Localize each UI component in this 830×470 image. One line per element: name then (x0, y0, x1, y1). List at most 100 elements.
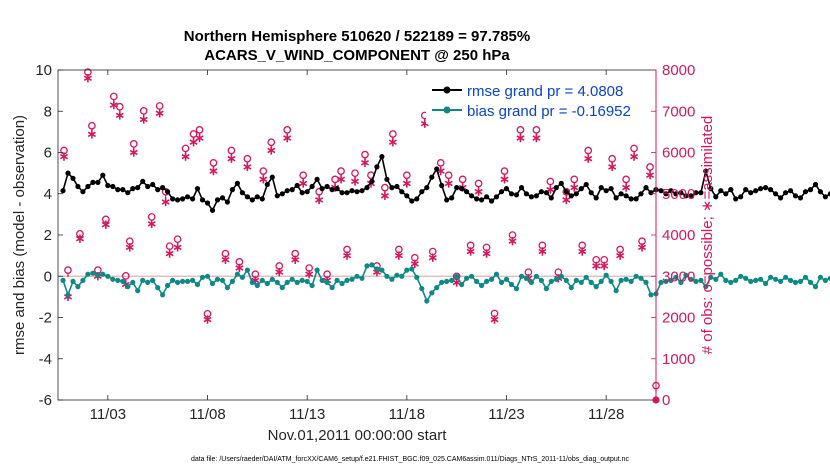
bias-data-point (633, 273, 639, 279)
bias-data-point (259, 277, 265, 283)
bias-data-point (663, 278, 669, 284)
bias-data-point (140, 277, 146, 283)
assimilated-obs-marker-stroke (394, 252, 403, 259)
y-tick-label: -2 (39, 310, 52, 327)
rmse-data-point (349, 188, 355, 194)
y-tick-label: 0 (44, 268, 52, 285)
assimilated-obs-marker (75, 234, 84, 243)
rmse-data-point (812, 181, 819, 188)
rmse-data-point (394, 183, 400, 190)
x-tick-label: 11/23 (488, 406, 524, 423)
assimilated-obs-marker-stroke (490, 316, 499, 323)
assimilated-obs-marker (645, 170, 655, 180)
legend-bias-marker (443, 106, 451, 114)
x-tick-label: 11/03 (90, 406, 126, 423)
rmse-data-point (214, 197, 221, 203)
bias-data-point (718, 271, 724, 277)
assimilated-obs-marker-stroke (139, 116, 148, 123)
assimilated-obs-marker (410, 259, 419, 269)
assimilated-obs-marker-stroke (173, 244, 182, 251)
assimilated-obs-marker (291, 255, 300, 264)
rmse-data-point (274, 193, 280, 199)
bias-data-point (713, 276, 719, 282)
possible-obs-marker (121, 272, 130, 280)
assimilated-obs-marker-stroke (221, 256, 230, 263)
axes: 10 8 6 4 2 0 -2 -4 -6 8000 7000 6000 5000 4000 3000 200… (35, 62, 695, 423)
assimilated-obs-marker (267, 146, 276, 155)
bias-data-point (65, 292, 71, 298)
bias-data-point (204, 273, 211, 279)
rmse-data-point (95, 179, 101, 185)
assimilated-obs-marker (516, 133, 525, 143)
rmse-data-point (194, 186, 201, 192)
bias-data-point (613, 288, 619, 294)
assimilated-obs-marker-stroke (283, 135, 292, 141)
assimilated-obs-marker-stroke (516, 135, 525, 141)
bias-series-line (62, 264, 830, 302)
x-tick-label: 11/18 (389, 406, 425, 423)
possible-obs-marker (129, 140, 138, 148)
rmse-data-point (344, 190, 350, 196)
rmse-data-point (498, 189, 505, 195)
assimilated-obs-marker-stroke (578, 248, 587, 255)
bias-data-point (533, 273, 540, 279)
rmse-data-point (70, 175, 76, 181)
assimilated-obs-marker-stroke (267, 147, 276, 154)
rmse-data-point (249, 197, 255, 203)
bias-data-point (289, 276, 295, 282)
assimilated-obs-marker-stroke (645, 172, 655, 178)
rmse-data-point (304, 189, 310, 195)
rmse-data-point (284, 188, 290, 194)
assimilated-obs-marker-stroke (532, 135, 541, 141)
bias-data-point (404, 267, 410, 273)
assimilated-obs-marker-stroke (101, 221, 110, 228)
rmse-data-point (160, 185, 166, 191)
bias-data-point (628, 278, 634, 284)
bias-data-point (364, 263, 370, 269)
y-axis-label-right: # of obs: o=possible; ∗=assimilated (699, 116, 716, 355)
assimilated-obs-marker (195, 133, 204, 143)
assimilated-obs-marker (227, 154, 236, 163)
rmse-data-point (723, 191, 729, 197)
bias-data-point (115, 277, 121, 283)
bias-data-point (479, 282, 485, 289)
rmse-data-point (618, 191, 624, 197)
rmse-data-point (598, 185, 604, 191)
rmse-data-point (165, 189, 171, 195)
y-right-tick-label: 1000 (662, 351, 695, 368)
bias-data-point (698, 277, 704, 283)
rmse-data-point (464, 189, 470, 195)
assimilated-obs-marker-stroke (380, 193, 389, 199)
bias-data-point (508, 281, 515, 288)
rmse-data-point (180, 196, 186, 202)
rmse-data-point (802, 189, 809, 195)
bias-data-point (145, 279, 151, 285)
bias-data-point (738, 273, 744, 279)
assimilated-obs-marker-stroke (181, 153, 190, 160)
rmse-data-point (533, 193, 540, 199)
bias-data-point (444, 278, 450, 284)
assimilated-obs-marker (243, 162, 252, 172)
bias-data-point (489, 276, 495, 282)
bias-data-point (792, 279, 799, 285)
data-file-footnote: data file: /Users/raeder/DAI/ATM_forcXX/… (191, 456, 630, 463)
bias-data-point (214, 276, 221, 282)
rmse-data-point (339, 190, 345, 196)
bias-data-point (284, 279, 290, 285)
plot-background (58, 70, 656, 400)
assimilated-obs-marker-stroke (600, 263, 609, 269)
rmse-data-point (379, 154, 385, 160)
bias-data-point (638, 275, 644, 281)
rmse-data-point (748, 190, 754, 196)
rmse-data-point (244, 194, 250, 200)
chart-subtitle: ACARS_V_WIND_COMPONENT @ 250 hPa (204, 47, 510, 64)
assimilated-obs-marker-stroke (155, 110, 164, 117)
rmse-data-point (493, 194, 500, 200)
rmse-data-point (85, 183, 91, 190)
assimilated-obs-marker (305, 269, 314, 279)
rmse-data-point (324, 183, 330, 190)
bias-data-point (95, 272, 101, 278)
assimilated-obs-marker-stroke (350, 178, 360, 185)
rmse-data-point (199, 197, 206, 203)
bias-data-point (469, 273, 475, 279)
